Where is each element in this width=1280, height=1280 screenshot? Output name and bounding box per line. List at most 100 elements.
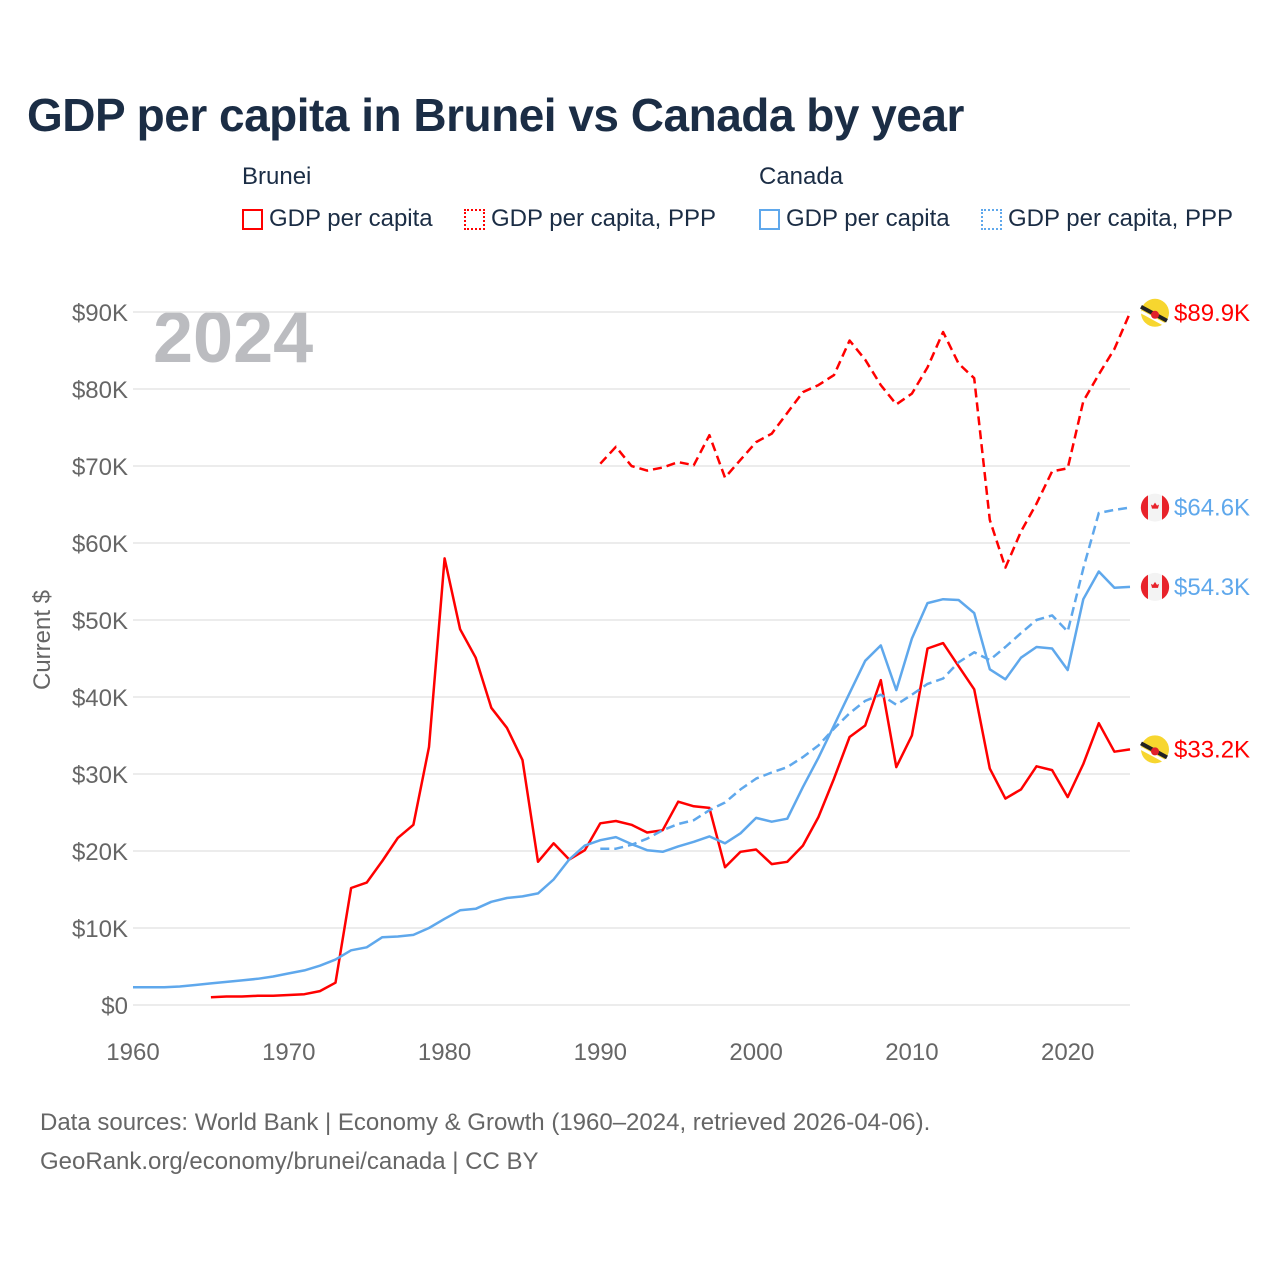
- data-point[interactable]: [1080, 761, 1086, 767]
- data-point[interactable]: [551, 840, 557, 846]
- data-point[interactable]: [379, 858, 385, 864]
- data-point[interactable]: [909, 733, 915, 739]
- data-point[interactable]: [738, 786, 744, 792]
- data-point[interactable]: [1034, 617, 1040, 623]
- data-point[interactable]: [1111, 507, 1117, 513]
- data-point[interactable]: [847, 690, 853, 696]
- data-point[interactable]: [1034, 501, 1040, 507]
- data-point[interactable]: [146, 984, 152, 990]
- data-point[interactable]: [675, 843, 681, 849]
- data-point[interactable]: [1080, 565, 1086, 571]
- data-point[interactable]: [847, 337, 853, 343]
- data-point[interactable]: [1002, 565, 1008, 571]
- data-point[interactable]: [738, 849, 744, 855]
- data-point[interactable]: [442, 555, 448, 561]
- data-point[interactable]: [1080, 596, 1086, 602]
- data-point[interactable]: [223, 994, 229, 1000]
- data-point[interactable]: [722, 840, 728, 846]
- data-point[interactable]: [519, 893, 525, 899]
- data-point[interactable]: [629, 463, 635, 469]
- data-point[interactable]: [1002, 644, 1008, 650]
- data-point[interactable]: [644, 836, 650, 842]
- data-point[interactable]: [597, 846, 603, 852]
- data-point[interactable]: [301, 991, 307, 997]
- data-point[interactable]: [800, 754, 806, 760]
- legend-item-canada-ppp[interactable]: GDP per capita, PPP: [981, 205, 1233, 233]
- data-point[interactable]: [473, 906, 479, 912]
- data-point[interactable]: [753, 439, 759, 445]
- data-point[interactable]: [971, 375, 977, 381]
- data-point[interactable]: [722, 799, 728, 805]
- data-point[interactable]: [691, 839, 697, 845]
- data-point[interactable]: [878, 677, 884, 683]
- data-point[interactable]: [924, 600, 930, 606]
- data-point[interactable]: [769, 861, 775, 867]
- data-point[interactable]: [815, 382, 821, 388]
- data-point[interactable]: [208, 980, 214, 986]
- data-point[interactable]: [410, 932, 416, 938]
- data-point[interactable]: [597, 820, 603, 826]
- data-point[interactable]: [644, 830, 650, 836]
- data-point[interactable]: [286, 992, 292, 998]
- data-point[interactable]: [706, 807, 712, 813]
- legend-item-brunei-gdp[interactable]: GDP per capita: [242, 205, 433, 233]
- data-point[interactable]: [1049, 468, 1055, 474]
- data-point[interactable]: [660, 827, 666, 833]
- data-point[interactable]: [1018, 630, 1024, 636]
- data-point[interactable]: [940, 329, 946, 335]
- data-point[interactable]: [924, 645, 930, 651]
- data-point[interactable]: [878, 382, 884, 388]
- data-point[interactable]: [1018, 786, 1024, 792]
- data-point[interactable]: [956, 659, 962, 665]
- data-point[interactable]: [940, 676, 946, 682]
- data-point[interactable]: [255, 976, 261, 982]
- data-point[interactable]: [192, 982, 198, 988]
- data-point[interactable]: [971, 610, 977, 616]
- data-point[interactable]: [488, 705, 494, 711]
- data-point[interactable]: [893, 687, 899, 693]
- data-point[interactable]: [1127, 505, 1133, 511]
- data-point[interactable]: [613, 818, 619, 824]
- data-point[interactable]: [753, 776, 759, 782]
- data-point[interactable]: [504, 725, 510, 731]
- data-point[interactable]: [535, 890, 541, 896]
- data-point[interactable]: [504, 895, 510, 901]
- data-point[interactable]: [395, 933, 401, 939]
- data-point[interactable]: [519, 757, 525, 763]
- data-point[interactable]: [1065, 629, 1071, 635]
- data-point[interactable]: [924, 364, 930, 370]
- data-point[interactable]: [971, 686, 977, 692]
- data-point[interactable]: [1018, 655, 1024, 661]
- data-point[interactable]: [239, 994, 245, 1000]
- data-point[interactable]: [457, 907, 463, 913]
- data-point[interactable]: [1065, 465, 1071, 471]
- data-point[interactable]: [551, 876, 557, 882]
- data-point[interactable]: [862, 722, 868, 728]
- data-point[interactable]: [706, 432, 712, 438]
- data-point[interactable]: [1127, 746, 1133, 752]
- data-point[interactable]: [909, 635, 915, 641]
- legend-item-brunei-ppp[interactable]: GDP per capita, PPP: [464, 205, 716, 233]
- data-point[interactable]: [1065, 667, 1071, 673]
- data-point[interactable]: [660, 849, 666, 855]
- data-point[interactable]: [1080, 398, 1086, 404]
- data-point[interactable]: [940, 640, 946, 646]
- data-point[interactable]: [769, 769, 775, 775]
- data-point[interactable]: [722, 475, 728, 481]
- data-point[interactable]: [130, 984, 136, 990]
- data-point[interactable]: [1034, 644, 1040, 650]
- data-point[interactable]: [395, 835, 401, 841]
- data-point[interactable]: [613, 834, 619, 840]
- data-point[interactable]: [488, 899, 494, 905]
- data-point[interactable]: [255, 993, 261, 999]
- data-point[interactable]: [847, 734, 853, 740]
- data-point[interactable]: [738, 457, 744, 463]
- data-point[interactable]: [878, 692, 884, 698]
- data-point[interactable]: [223, 979, 229, 985]
- data-point[interactable]: [473, 655, 479, 661]
- data-point[interactable]: [800, 784, 806, 790]
- data-point[interactable]: [566, 856, 572, 862]
- data-point[interactable]: [301, 967, 307, 973]
- data-point[interactable]: [333, 957, 339, 963]
- data-point[interactable]: [317, 988, 323, 994]
